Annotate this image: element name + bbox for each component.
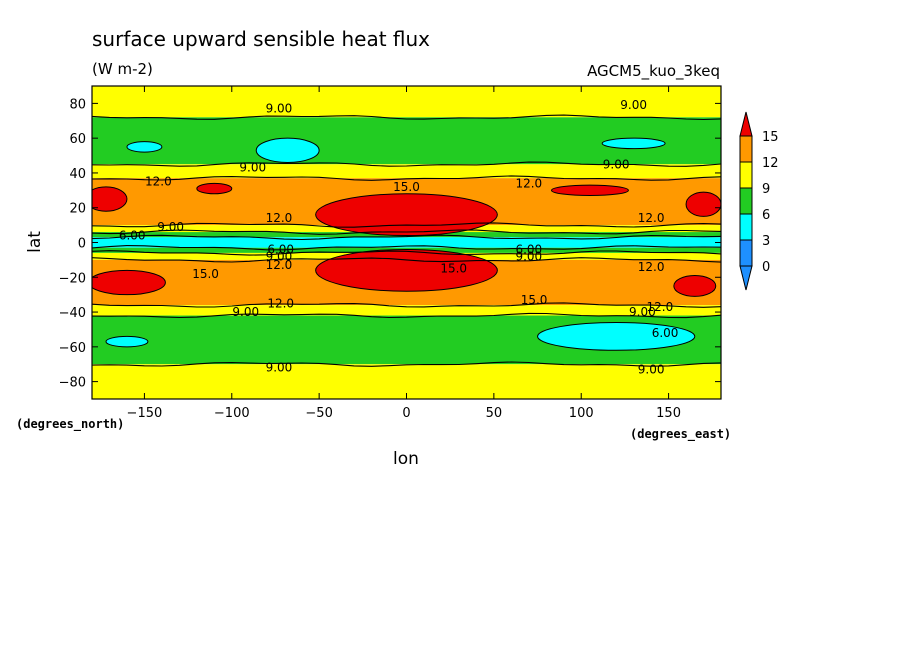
colorbar-segment (739, 187, 753, 215)
contour-band (92, 237, 721, 248)
x-tick-label: −150 (127, 406, 163, 421)
contour-label: 15.0 (192, 267, 219, 281)
contour-label: 9.00 (629, 305, 656, 319)
contour-label: 9.00 (239, 161, 266, 175)
contour-band (92, 305, 721, 316)
contour-lines (92, 114, 721, 367)
contour-patch (537, 321, 696, 351)
x-axis-ticks: −150 −100 −50 0 50 100 150 (127, 86, 681, 421)
contour-label: 12.0 (267, 296, 294, 310)
contour-patch (255, 137, 320, 164)
contour-label: 9.00 (638, 362, 665, 376)
contour-patch (315, 248, 498, 292)
colorbar-label: 6 (762, 208, 770, 223)
contour-fills (92, 86, 721, 399)
y-tick-label: −20 (59, 271, 86, 286)
y-tick-label: −60 (59, 341, 86, 356)
contour-label: 9.00 (266, 249, 293, 263)
contour-label: 9.00 (232, 305, 259, 319)
colorbar-label: 3 (762, 234, 770, 249)
y-tick-label: 80 (69, 97, 86, 112)
chart-units: (W m-2) (92, 60, 153, 78)
contour-patch (92, 186, 128, 212)
contour-label: 6.00 (267, 242, 294, 256)
contour-label: 6.00 (119, 229, 146, 243)
contour-line (92, 222, 721, 228)
y-tick-label: 40 (69, 167, 86, 182)
contour-line (92, 250, 721, 256)
contour-line (92, 114, 721, 121)
y-tick-label: −40 (59, 306, 86, 321)
contour-patch (126, 141, 163, 153)
contour-label: 15.0 (393, 180, 420, 194)
contour-label: 9.00 (603, 157, 630, 171)
y-tick-label: 0 (78, 237, 86, 252)
x-tick-label: −50 (305, 406, 332, 421)
colorbar-segment (739, 213, 753, 241)
contour-label: 12.0 (515, 176, 542, 190)
colorbar-bottom-arrow (739, 265, 753, 291)
contour-label: 6.00 (515, 242, 542, 256)
contour-patch (601, 137, 666, 150)
contour-label: 9.00 (266, 102, 293, 116)
contour-line (92, 245, 721, 251)
contour-label: 15.0 (521, 293, 548, 307)
contour-patch (105, 335, 149, 348)
colorbar-label: 15 (762, 130, 779, 145)
contour-line (92, 257, 721, 263)
colorbar-segment (739, 239, 753, 267)
contour-patch (196, 182, 233, 195)
contour-line (92, 361, 721, 367)
contour-label: 9.00 (515, 249, 542, 263)
contour-patch (673, 275, 717, 297)
x-tick-label: −100 (214, 406, 250, 421)
y-tick-label: 20 (69, 202, 86, 217)
contour-label: 6.00 (652, 326, 679, 340)
chart-title: surface upward sensible heat flux (92, 27, 430, 51)
contour-label: 12.0 (266, 211, 293, 225)
contour-patch (685, 191, 721, 217)
y-units-label: (degrees_north) (16, 417, 124, 432)
x-axis-label: lon (393, 449, 419, 469)
contour-line (92, 312, 721, 319)
contour-line (92, 302, 721, 308)
x-tick-label: 0 (402, 406, 410, 421)
contour-label: 12.0 (638, 260, 665, 274)
contour-patch (315, 193, 498, 237)
contour-line (92, 234, 721, 241)
contour-label: 12.0 (638, 211, 665, 225)
colorbar-label: 0 (762, 260, 770, 275)
x-tick-label: 50 (486, 406, 503, 421)
contour-label: 9.00 (157, 220, 184, 234)
colorbar-top-arrow (739, 111, 753, 137)
y-axis-ticks: −80 −60 −40 −20 0 20 40 60 80 (59, 97, 721, 391)
colorbar: 15 12 9 6 3 0 (739, 111, 779, 291)
colorbar-segment (739, 161, 753, 189)
x-units-label: (degrees_east) (630, 427, 731, 442)
contour-patch (92, 269, 166, 296)
contour-label: 12.0 (646, 300, 673, 314)
colorbar-label: 12 (762, 156, 779, 171)
y-axis-label: lat (25, 231, 45, 253)
contour-patch (551, 184, 629, 197)
model-name: AGCM5_kuo_3keq (587, 62, 720, 81)
contour-label: 15.0 (440, 262, 467, 276)
contour-label: 9.00 (266, 361, 293, 375)
x-tick-label: 100 (569, 406, 594, 421)
contour-line (92, 175, 721, 181)
contour-label: 12.0 (145, 175, 172, 189)
colorbar-segment (739, 135, 753, 163)
x-tick-label: 150 (656, 406, 681, 421)
contour-band (92, 164, 721, 179)
contour-line (92, 229, 721, 235)
colorbar-label: 9 (762, 182, 770, 197)
contour-line (92, 161, 721, 167)
plot-area (92, 86, 721, 399)
contour-label: 12.0 (266, 258, 293, 272)
y-tick-label: −80 (59, 376, 86, 391)
y-tick-label: 60 (69, 132, 86, 147)
contour-label: 9.00 (620, 98, 647, 112)
